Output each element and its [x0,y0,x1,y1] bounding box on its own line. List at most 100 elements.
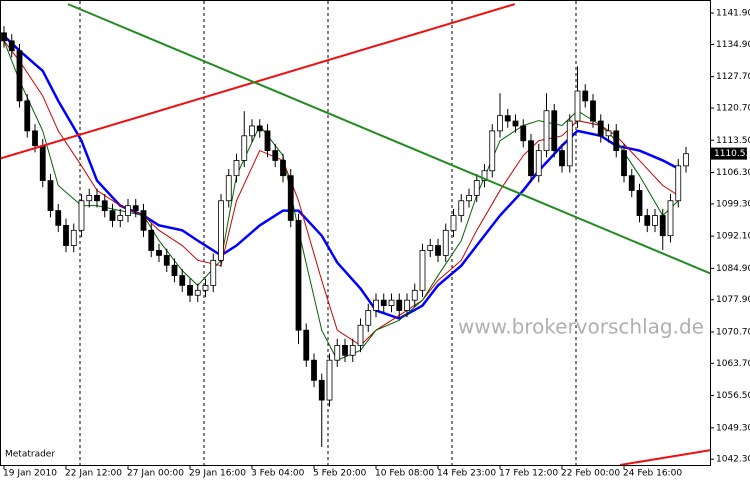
candle-body [311,359,317,381]
candle-body [256,125,263,132]
candle-body [326,359,333,401]
y-tick-label: 1141.90 [716,9,750,19]
candle-body [202,285,209,291]
candle-body [132,205,139,212]
candle-body [78,200,85,231]
candle-body [280,160,286,177]
candle-body [497,115,503,132]
candle-body [551,110,558,151]
candle-body [39,145,46,181]
candle-body [543,110,550,151]
x-tick-label: 22 Feb 00:00 [561,469,620,479]
candle-body [101,200,108,212]
candle-body [636,190,643,216]
plot-area [1,1,710,465]
candle-body [590,100,596,122]
candle-body [349,345,356,356]
candle-body [70,229,77,246]
candle-body [613,130,620,151]
x-tick-label: 24 Feb 16:00 [623,469,682,479]
platform-label: Metatrader [5,450,55,460]
candle-body [63,224,69,246]
candle-body [171,264,178,276]
candle-body [396,299,403,311]
y-tick-label: 1042.30 [716,455,750,465]
y-tick-label: 1084.90 [716,264,750,274]
candle-body [512,120,519,127]
y-tick-label: 1120.70 [716,104,750,114]
trend-line [67,3,710,275]
candle-body [365,310,372,326]
trend-line [619,449,710,465]
candle-body [582,90,589,102]
candle-body [342,345,348,356]
x-tick-label: 22 Jan 12:00 [65,469,122,479]
candle-body [55,210,62,226]
y-tick-label: 1049.30 [716,423,750,433]
candle-body [450,215,457,231]
candle-body [47,180,54,212]
y-tick-label: 1077.90 [716,295,750,305]
candle-body [466,194,472,202]
candle-body [644,215,651,226]
y-tick-label: 1092.10 [716,232,750,242]
candle-body [675,165,682,202]
candle-body [117,215,124,221]
x-tick-label: 3 Feb 04:00 [251,469,305,479]
candle-body [24,100,31,132]
candle-body [559,150,565,167]
candle-body [628,175,635,191]
candle-body [295,220,302,331]
x-tick-label: 17 Feb 12:00 [499,469,558,479]
candle-body [473,180,480,196]
candle-body [156,250,162,256]
candle-body [535,150,542,177]
y-tick-label: 1056.50 [716,391,750,401]
candle-body [419,250,426,291]
y-tick-label: 1127.70 [716,72,750,82]
trend-line [1,3,516,160]
candle-body [1,32,7,42]
candle-body [520,125,527,142]
y-tick-label: 1134.90 [716,40,750,50]
candle-body [458,200,465,216]
x-tick-label: 5 Feb 20:00 [313,469,367,479]
x-tick-label: 14 Feb 23:00 [437,469,496,479]
candle-body [574,90,581,122]
candle-body [380,299,387,306]
watermark: www.brokervorschlag.de [458,315,704,339]
candle-body [179,275,186,286]
candle-body [605,130,612,137]
candle-body [303,329,310,361]
candle-body [86,194,93,202]
last-price-box [711,147,747,160]
candle-body [318,379,325,401]
candle-body [8,40,15,52]
candle-body [140,210,147,231]
candle-body [404,299,410,311]
candle-body [218,200,224,261]
candle-body [334,345,341,361]
candle-body [528,140,534,177]
candle-body [659,215,666,237]
y-tick-label: 1099.30 [716,199,750,209]
candle-body [109,210,116,221]
candle-body [427,245,434,251]
x-tick-label: 10 Feb 08:00 [375,469,434,479]
y-tick-label: 1063.70 [716,359,750,369]
candle-body [272,150,279,161]
candle-body [287,175,294,221]
plot-frame [0,0,711,466]
candle-body [194,289,201,296]
candle-body [411,289,418,301]
candle-body [187,285,193,296]
candle-body [210,259,217,286]
x-tick-label: 27 Jan 00:00 [127,469,184,479]
candle-body [388,299,395,306]
candle-body [652,215,658,226]
candle-body [435,245,441,256]
y-tick-label: 1070.70 [716,327,750,337]
candle-body [241,135,248,161]
